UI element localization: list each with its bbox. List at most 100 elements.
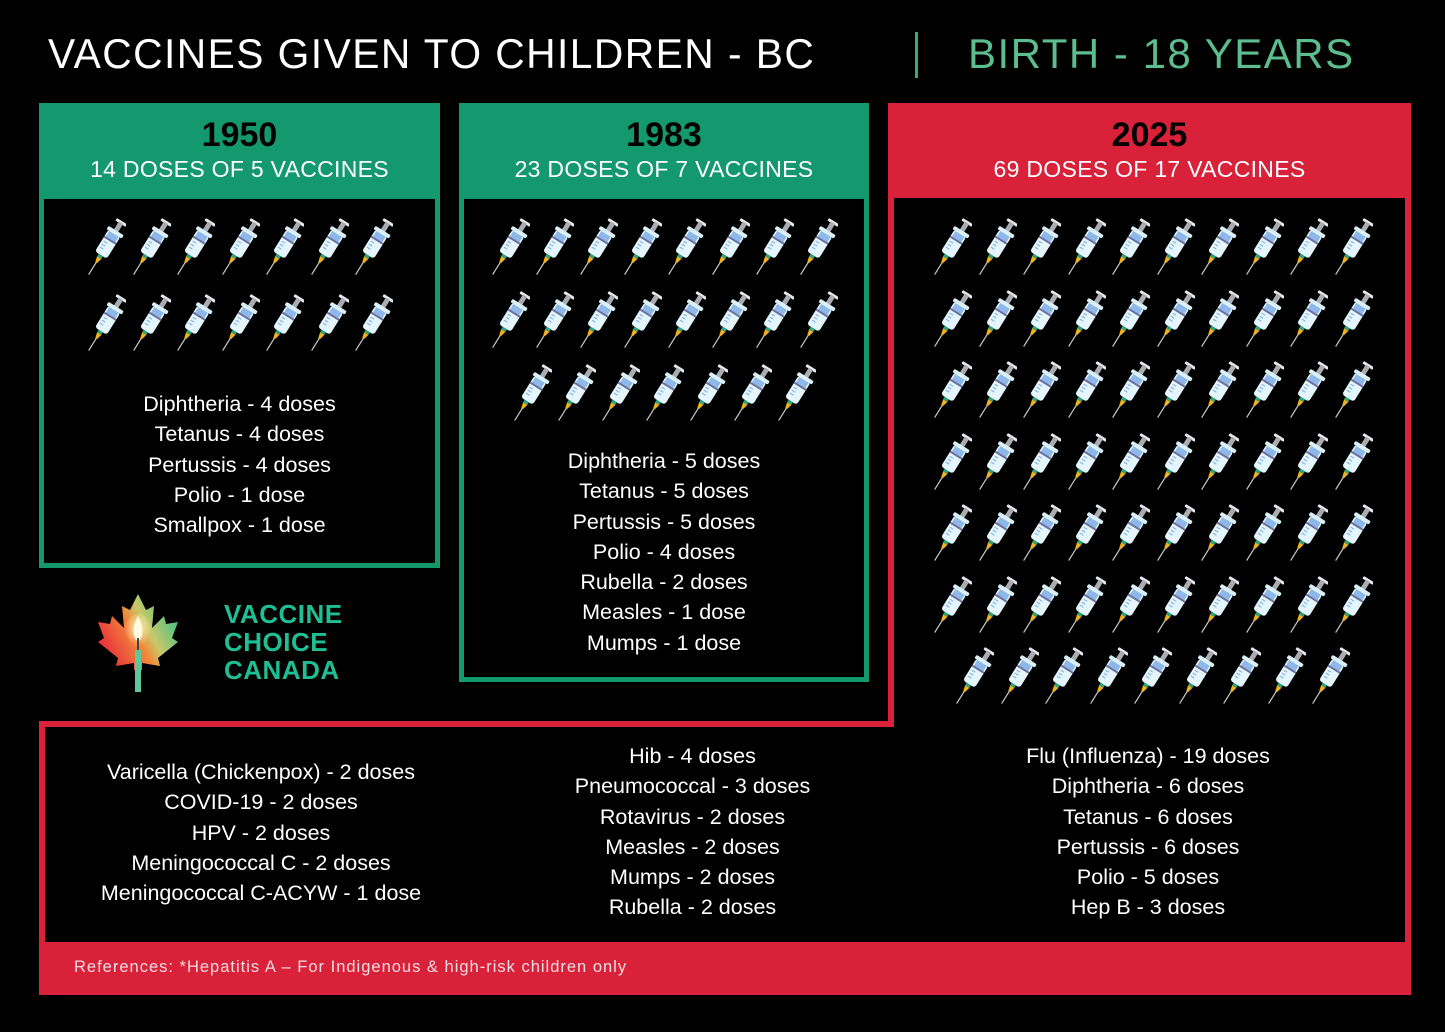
maple-leaf-candle-icon [98, 594, 178, 692]
panel-1983-header: 1983 23 DOSES OF 7 VACCINES [459, 103, 869, 183]
syringe-icon [618, 214, 662, 286]
syringe-row [508, 360, 846, 433]
syringe-icon [728, 360, 772, 432]
syringe-row [928, 429, 1378, 501]
frame-edge [1405, 198, 1411, 995]
syringe-icon [1039, 643, 1084, 715]
syringe-icon [1017, 286, 1062, 358]
syringe-icon [1151, 572, 1196, 644]
vaccine-item: Flu (Influenza) - 19 doses [1026, 744, 1270, 768]
syringe-icon [552, 360, 596, 432]
syringe-icon [574, 287, 618, 359]
vaccine-list-1983: Diphtheria - 5 doses Tetanus - 5 doses Per… [464, 446, 864, 658]
syringe-icon [1195, 500, 1240, 572]
syringe-icon [772, 360, 816, 432]
syringe-icon [508, 360, 552, 432]
panel-1983-body [464, 199, 864, 677]
panel-1983-summary: 23 DOSES OF 7 VACCINES [514, 156, 814, 182]
page-title: VACCINES GIVEN TO CHILDREN - BC [48, 30, 816, 77]
vaccine-item: Diphtheria - 5 doses [567, 449, 761, 473]
syringe-icon [950, 643, 995, 715]
footer-band [39, 942, 1411, 995]
vaccine-item: Mumps - 1 dose [586, 630, 742, 655]
frame-edge [888, 198, 894, 727]
syringe-icon [82, 214, 127, 286]
title-separator [915, 32, 918, 78]
syringe-icon [684, 360, 728, 432]
syringe-row [928, 572, 1378, 644]
vaccine-item: Tetanus - 5 doses [579, 479, 749, 504]
syringe-icon [82, 290, 127, 362]
syringe-icon [973, 357, 1018, 429]
syringe-icon [171, 214, 216, 286]
syringe-icon [1284, 286, 1329, 358]
vaccine-item: Pertussis - 6 doses [1056, 834, 1240, 859]
syringe-icon [1062, 214, 1107, 286]
syringe-icon [1195, 286, 1240, 358]
syringe-icon [1062, 286, 1107, 358]
vaccine-item: Polio - 5 doses [1076, 865, 1220, 890]
syringe-icon [973, 214, 1018, 286]
vaccine-item: Rubella - 2 doses [580, 570, 748, 595]
brand-line-1: VACCINE [224, 599, 343, 629]
syringe-icon [1195, 429, 1240, 501]
syringe-icon [596, 360, 640, 432]
syringe-row [486, 287, 846, 360]
syringe-row [928, 500, 1378, 572]
vaccine-item: Measles - 2 doses [605, 834, 780, 859]
syringe-icon [794, 214, 838, 286]
brand-line-2: CHOICE [224, 627, 329, 657]
panel-2025-header: 2025 69 DOSES OF 17 VACCINES [888, 103, 1411, 183]
syringe-icon [928, 572, 973, 644]
vaccine-item: Measles - 1 dose [582, 600, 746, 625]
references-note: References: *Hepatitis A – For Indigenou… [74, 958, 628, 976]
panel-2025-year: 2025 [1111, 116, 1188, 154]
age-range-subtitle: BIRTH - 18 YEARS [968, 30, 1355, 77]
syringe-icon [1151, 429, 1196, 501]
vaccine-item: Varicella (Chickenpox) - 2 doses [107, 760, 415, 784]
syringe-icon [1151, 357, 1196, 429]
syringe-icon [1306, 643, 1351, 715]
syringe-icon [1084, 643, 1129, 715]
syringe-icon [973, 500, 1018, 572]
syringe-icon [706, 287, 750, 359]
syringe-icon [1195, 214, 1240, 286]
frame-edge [39, 721, 894, 727]
syringe-row [928, 357, 1378, 429]
syringe-icon [349, 290, 394, 362]
syringe-icon [574, 214, 618, 286]
syringe-icon [1329, 214, 1374, 286]
syringe-icon [1240, 357, 1285, 429]
syringe-icon [1284, 500, 1329, 572]
syringe-icon [1106, 500, 1151, 572]
panel-1950-year: 1950 [201, 116, 278, 154]
vaccine-item: Meningococcal C-ACYW - 1 dose [100, 881, 422, 906]
syringe-icon [750, 214, 794, 286]
syringe-icon [1284, 214, 1329, 286]
vaccine-item: HPV - 2 doses [191, 820, 331, 845]
syringe-icon [973, 286, 1018, 358]
syringe-row [486, 214, 846, 287]
syringe-row [82, 214, 402, 290]
brand-line-3: CANADA [224, 655, 340, 685]
vaccine-item: Polio - 4 doses [592, 539, 736, 564]
syringe-icon [1217, 643, 1262, 715]
syringe-icon [973, 572, 1018, 644]
syringe-icon [216, 290, 261, 362]
syringe-row [82, 290, 402, 366]
panel-1950-header: 1950 14 DOSES OF 5 VACCINES [39, 103, 440, 183]
syringe-icon [1106, 429, 1151, 501]
panel-2025-header-bg [888, 103, 1411, 198]
vaccine-item: Tetanus - 6 doses [1063, 804, 1233, 829]
syringe-icon [1151, 214, 1196, 286]
syringe-icon [1329, 357, 1374, 429]
syringe-icon [486, 214, 530, 286]
syringe-icon [928, 286, 973, 358]
syringe-icon [928, 429, 973, 501]
vaccine-item: Pneumococcal - 3 doses [574, 774, 811, 799]
vaccine-list-2025-right: Flu (Influenza) - 19 doses Diphtheria - 6… [930, 741, 1366, 923]
vaccine-item: Meningococcal C - 2 doses [131, 850, 391, 875]
panel-1950: 1950 14 DOSES OF 5 VACCINES [39, 103, 440, 568]
syringe-icon [349, 214, 394, 286]
syringe-icon [1106, 286, 1151, 358]
